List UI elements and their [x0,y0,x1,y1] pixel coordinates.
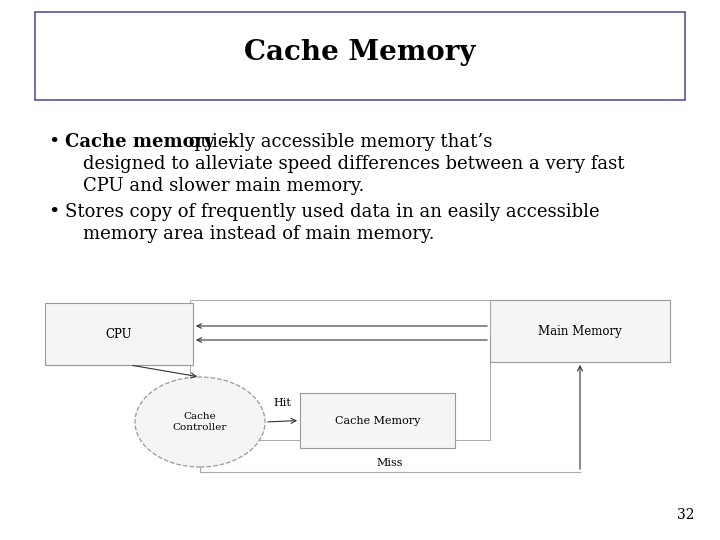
Text: Cache memory --: Cache memory -- [65,133,242,151]
Text: Main Memory: Main Memory [538,325,622,338]
FancyBboxPatch shape [45,303,193,365]
Text: •: • [48,203,59,221]
Text: •: • [48,133,59,151]
Text: Cache Memory: Cache Memory [335,415,420,426]
Text: Stores copy of frequently used data in an easily accessible: Stores copy of frequently used data in a… [65,203,600,221]
Text: Hit: Hit [274,398,292,408]
Text: memory area instead of main memory.: memory area instead of main memory. [83,225,434,243]
Text: designed to alleviate speed differences between a very fast: designed to alleviate speed differences … [83,155,624,173]
FancyBboxPatch shape [35,12,685,100]
FancyBboxPatch shape [490,300,670,362]
Text: Cache Memory: Cache Memory [244,39,476,66]
Text: quickly accessible memory that’s: quickly accessible memory that’s [183,133,492,151]
FancyBboxPatch shape [300,393,455,448]
Text: Cache
Controller: Cache Controller [173,413,228,431]
Text: CPU: CPU [106,327,132,341]
Ellipse shape [135,377,265,467]
Text: CPU and slower main memory.: CPU and slower main memory. [83,177,364,195]
Text: 32: 32 [678,508,695,522]
Text: Miss: Miss [377,458,403,468]
